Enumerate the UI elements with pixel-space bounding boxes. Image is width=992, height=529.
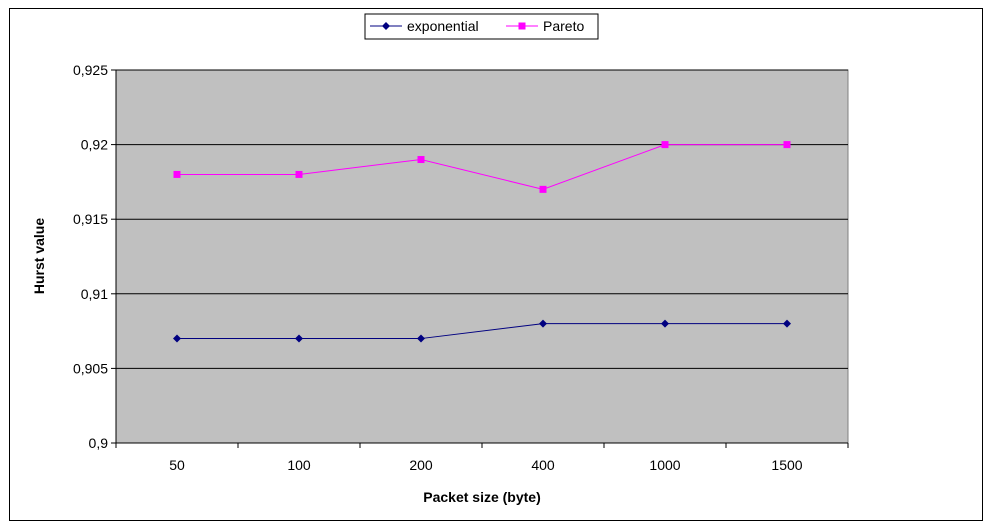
data-point-exponential xyxy=(417,334,425,343)
y-tick-label: 0,915 xyxy=(73,211,108,227)
y-tick-label: 0,905 xyxy=(73,360,108,376)
y-tick-label: 0,91 xyxy=(81,286,108,302)
x-tick-label: 400 xyxy=(531,457,555,473)
series-line-exponential xyxy=(177,323,787,340)
plot-area xyxy=(115,69,849,444)
data-point-pareto xyxy=(417,156,425,164)
legend-marker-pareto xyxy=(518,22,526,30)
y-tick-label: 0,925 xyxy=(73,62,108,78)
x-tick-label: 50 xyxy=(169,457,185,473)
axes xyxy=(111,69,849,448)
data-point-pareto xyxy=(539,185,547,193)
x-axis-title: Packet size (byte) xyxy=(423,489,541,505)
legend-label-exponential: exponential xyxy=(407,18,479,34)
data-point-pareto xyxy=(295,170,303,178)
x-tick-labels: 50 100 200 400 1000 1500 xyxy=(169,457,803,473)
legend-marker-exponential xyxy=(382,22,390,30)
data-point-exponential xyxy=(783,319,791,328)
y-tick-labels: 0,9 0,905 0,91 0,915 0,92 0,925 xyxy=(73,62,108,451)
data-point-exponential xyxy=(295,334,303,343)
y-axis-title: Hurst value xyxy=(31,218,47,294)
data-point-pareto xyxy=(173,170,181,178)
x-tick-label: 1000 xyxy=(649,457,680,473)
y-tick-label: 0,92 xyxy=(81,137,108,153)
data-point-pareto xyxy=(783,141,791,149)
x-tick-label: 200 xyxy=(409,457,433,473)
x-tick-label: 100 xyxy=(287,457,311,473)
y-tick-label: 0,9 xyxy=(89,435,109,451)
x-tick-label: 1500 xyxy=(771,457,802,473)
legend-label-pareto: Pareto xyxy=(543,18,584,34)
data-point-exponential xyxy=(661,319,669,328)
data-point-exponential xyxy=(173,334,181,343)
data-point-exponential xyxy=(539,319,547,328)
series-line-pareto xyxy=(177,144,787,190)
series-group xyxy=(173,141,791,343)
legend: exponential Pareto xyxy=(364,13,599,40)
gridlines xyxy=(116,69,848,369)
legend-box xyxy=(364,13,599,40)
data-point-pareto xyxy=(661,141,669,149)
